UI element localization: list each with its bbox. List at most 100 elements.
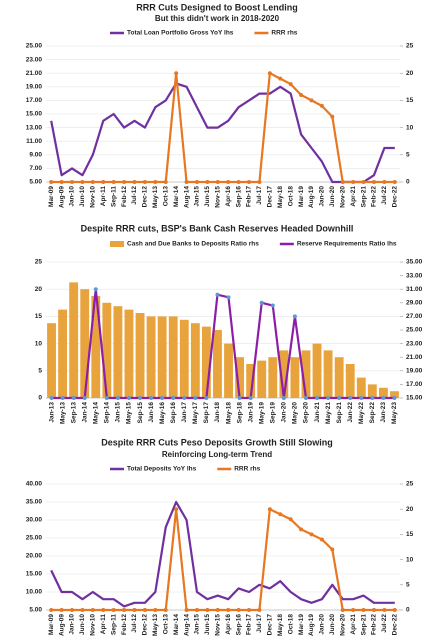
x-tick-label: Sep-19 xyxy=(270,402,277,424)
y-tick-label: 19.00 xyxy=(26,84,43,91)
x-tick-label: May-13 xyxy=(59,402,66,424)
x-tick-label: Nov-20 xyxy=(339,186,346,208)
y2-tick-label: 35.00 xyxy=(406,259,423,266)
y2-tick-label: 27.00 xyxy=(406,313,423,320)
bar xyxy=(201,326,211,398)
x-tick-label: May-17 xyxy=(192,402,199,424)
x-tick-label: Sep-17 xyxy=(203,402,210,424)
x-tick-label: Dec-12 xyxy=(142,614,149,636)
point xyxy=(361,180,366,184)
y2-tick-label: 5 xyxy=(406,582,410,589)
y2-tick-label: 20 xyxy=(406,70,414,77)
point xyxy=(122,180,127,184)
bar xyxy=(91,296,101,398)
point xyxy=(267,71,272,76)
x-tick-label: Mar-14 xyxy=(173,186,180,207)
point xyxy=(315,396,320,400)
x-tick-label: Sep-16 xyxy=(235,186,242,208)
x-tick-label: Oct-18 xyxy=(287,186,294,207)
bar xyxy=(345,364,355,398)
x-tick-label: Mar-19 xyxy=(298,186,305,207)
bar xyxy=(224,343,233,398)
x-tick-label: Dec-17 xyxy=(267,186,274,208)
point xyxy=(299,527,304,532)
x-tick-label: Sep-20 xyxy=(303,402,310,424)
x-tick-label: Sep-14 xyxy=(104,402,111,424)
x-tick-label: May-22 xyxy=(358,402,365,424)
x-tick-label: Jan-20 xyxy=(319,614,326,635)
x-tick-label: Jan-14 xyxy=(81,402,88,423)
point xyxy=(319,537,324,542)
point xyxy=(371,608,376,612)
x-tick-label: Sep-13 xyxy=(70,402,77,424)
x-tick-label: Jan-10 xyxy=(69,614,76,635)
point xyxy=(59,180,64,184)
y-tick-label: 30.00 xyxy=(26,517,43,524)
point xyxy=(104,396,109,400)
x-tick-label: Nov-10 xyxy=(90,614,97,636)
x-tick-label: May-15 xyxy=(126,402,133,424)
line xyxy=(50,500,395,608)
x-tick-label: Jun-15 xyxy=(204,614,211,635)
x-tick-label: Apr-11 xyxy=(100,614,107,635)
point xyxy=(382,180,387,184)
x-tick-label: Sep-21 xyxy=(360,614,367,636)
x-tick-label: Sep-18 xyxy=(236,402,243,424)
x-tick-label: Feb-17 xyxy=(246,614,253,635)
x-tick-label: Jul-17 xyxy=(256,614,263,633)
y-tick-label: 17.00 xyxy=(26,97,43,104)
x-tick-label: Jun-10 xyxy=(79,186,86,207)
point xyxy=(205,608,210,612)
point xyxy=(340,180,345,184)
point xyxy=(326,396,331,400)
x-tick-label: Feb-22 xyxy=(371,614,378,635)
point xyxy=(126,396,131,400)
x-tick-label: Apr-21 xyxy=(350,614,357,635)
point xyxy=(288,517,293,522)
legend-label: Total Deposits YoY lhs xyxy=(127,466,197,473)
y2-tick-label: 15 xyxy=(406,531,414,538)
point xyxy=(281,396,286,400)
x-tick-label: Sep-15 xyxy=(137,402,144,424)
x-tick-label: Jan-13 xyxy=(48,402,55,423)
x-tick-label: May-14 xyxy=(93,402,100,424)
y-tick-label: 11.00 xyxy=(26,138,42,145)
bar xyxy=(146,316,156,398)
chart-subtitle: But this didn't work in 2018-2020 xyxy=(155,14,280,23)
x-tick-label: Jul-22 xyxy=(381,614,388,633)
point xyxy=(267,507,272,512)
point xyxy=(237,396,242,400)
point xyxy=(292,314,297,319)
y2-tick-label: 15.00 xyxy=(406,395,423,402)
x-tick-label: Apr-16 xyxy=(225,614,232,635)
line xyxy=(50,82,395,184)
y2-tick-label: 25 xyxy=(406,43,414,50)
point xyxy=(257,608,262,612)
chart-title: Despite RRR cuts, BSP's Bank Cash Reserv… xyxy=(81,223,354,233)
line xyxy=(51,508,395,612)
y-tick-label: 23.00 xyxy=(26,56,43,63)
bar xyxy=(179,319,189,398)
bar xyxy=(124,309,134,398)
x-tick-label: Jan-17 xyxy=(181,402,188,423)
point xyxy=(122,608,127,612)
x-tick-label: Feb-12 xyxy=(121,186,128,207)
y2-tick-label: 19.00 xyxy=(406,368,423,375)
point xyxy=(132,180,137,184)
x-tick-label: Apr-11 xyxy=(100,186,107,207)
point xyxy=(236,608,241,612)
bar xyxy=(378,387,388,398)
x-tick-label: Feb-22 xyxy=(371,186,378,207)
x-tick-label: Mar-09 xyxy=(48,186,55,207)
x-tick-label: Aug-14 xyxy=(183,186,190,208)
x-tick-label: Oct-13 xyxy=(162,186,169,207)
x-tick-label: Oct-13 xyxy=(162,614,169,635)
y2-tick-label: 5 xyxy=(406,152,410,159)
y2-tick-label: 10 xyxy=(406,124,414,131)
bar xyxy=(58,309,68,398)
point xyxy=(153,608,158,612)
point xyxy=(205,180,210,184)
y-tick-label: 35.00 xyxy=(26,499,43,506)
y2-tick-label: 15 xyxy=(406,97,414,104)
